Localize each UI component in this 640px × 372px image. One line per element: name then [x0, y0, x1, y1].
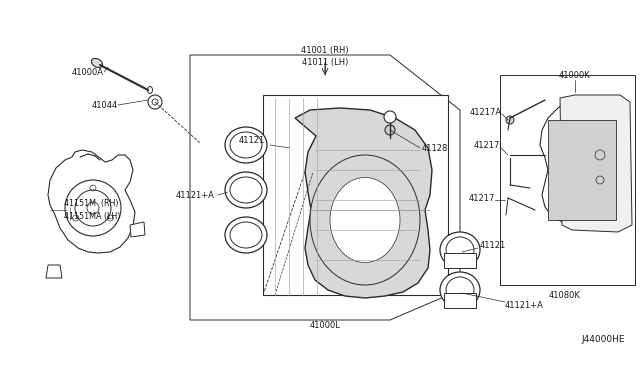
Text: 41080K: 41080K — [549, 291, 581, 299]
Text: 41128: 41128 — [422, 144, 449, 153]
Ellipse shape — [330, 177, 400, 263]
Polygon shape — [130, 222, 145, 237]
Ellipse shape — [230, 222, 262, 248]
Text: 41121: 41121 — [239, 135, 265, 144]
Ellipse shape — [446, 277, 474, 303]
Ellipse shape — [225, 217, 267, 253]
Text: 41000K: 41000K — [559, 71, 591, 80]
Bar — [548, 120, 616, 220]
Text: 41121+A: 41121+A — [505, 301, 544, 310]
Ellipse shape — [225, 127, 267, 163]
Text: 41217: 41217 — [468, 193, 495, 202]
Text: 41121+A: 41121+A — [176, 190, 215, 199]
Ellipse shape — [446, 237, 474, 263]
Text: 41000A: 41000A — [72, 67, 104, 77]
Ellipse shape — [230, 177, 262, 203]
Text: 41001 (RH): 41001 (RH) — [301, 45, 349, 55]
Polygon shape — [540, 98, 622, 225]
Circle shape — [384, 111, 396, 123]
Text: 41151M  (RH): 41151M (RH) — [64, 199, 118, 208]
Polygon shape — [48, 150, 135, 253]
Text: 41151MA (LH): 41151MA (LH) — [64, 212, 120, 221]
Bar — [263, 95, 448, 295]
Ellipse shape — [225, 172, 267, 208]
Bar — [444, 293, 476, 308]
Text: J44000HE: J44000HE — [582, 336, 625, 344]
Text: 41217: 41217 — [474, 141, 500, 150]
Ellipse shape — [440, 232, 480, 268]
Ellipse shape — [92, 58, 102, 68]
Text: 41121: 41121 — [480, 241, 506, 250]
Text: 41000L: 41000L — [310, 321, 340, 330]
Circle shape — [506, 116, 514, 124]
Circle shape — [148, 95, 162, 109]
Bar — [500, 75, 635, 285]
Circle shape — [75, 190, 111, 226]
Ellipse shape — [230, 132, 262, 158]
Circle shape — [65, 180, 121, 236]
Ellipse shape — [310, 155, 420, 285]
Ellipse shape — [440, 272, 480, 308]
Bar — [444, 253, 476, 268]
Text: 41044: 41044 — [92, 100, 118, 109]
Polygon shape — [560, 95, 632, 232]
Text: 41011 (LH): 41011 (LH) — [302, 58, 348, 67]
Circle shape — [385, 125, 395, 135]
Polygon shape — [46, 265, 62, 278]
Polygon shape — [295, 108, 432, 298]
Text: 41217A: 41217A — [470, 108, 502, 116]
